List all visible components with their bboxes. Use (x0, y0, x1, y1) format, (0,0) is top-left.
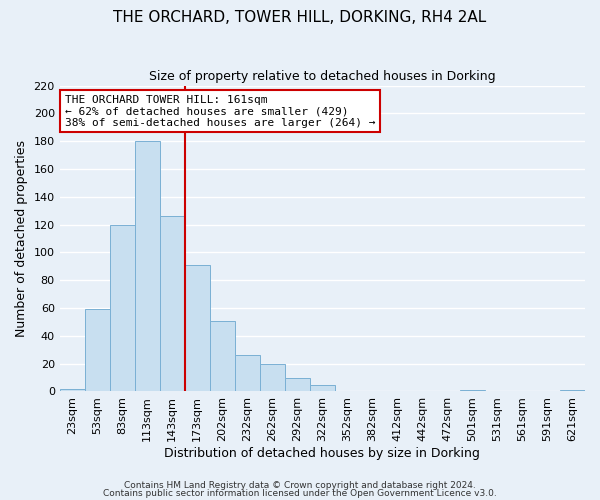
Text: THE ORCHARD TOWER HILL: 161sqm
← 62% of detached houses are smaller (429)
38% of: THE ORCHARD TOWER HILL: 161sqm ← 62% of … (65, 94, 376, 128)
Bar (310, 384, 335, 392)
Bar (260, 364, 285, 392)
Bar (160, 216, 185, 392)
Bar (59, 388, 85, 392)
Bar (85, 310, 110, 392)
Bar (185, 265, 210, 392)
Bar (285, 378, 310, 392)
Bar (210, 320, 235, 392)
Bar (560, 390, 585, 392)
Bar (460, 390, 485, 392)
Text: Contains HM Land Registry data © Crown copyright and database right 2024.: Contains HM Land Registry data © Crown c… (124, 481, 476, 490)
Y-axis label: Number of detached properties: Number of detached properties (15, 140, 28, 337)
Text: Contains public sector information licensed under the Open Government Licence v3: Contains public sector information licen… (103, 488, 497, 498)
Title: Size of property relative to detached houses in Dorking: Size of property relative to detached ho… (149, 70, 496, 83)
Bar (235, 356, 260, 392)
Bar (135, 141, 160, 392)
Text: THE ORCHARD, TOWER HILL, DORKING, RH4 2AL: THE ORCHARD, TOWER HILL, DORKING, RH4 2A… (113, 10, 487, 25)
Bar (110, 224, 135, 392)
X-axis label: Distribution of detached houses by size in Dorking: Distribution of detached houses by size … (164, 447, 480, 460)
